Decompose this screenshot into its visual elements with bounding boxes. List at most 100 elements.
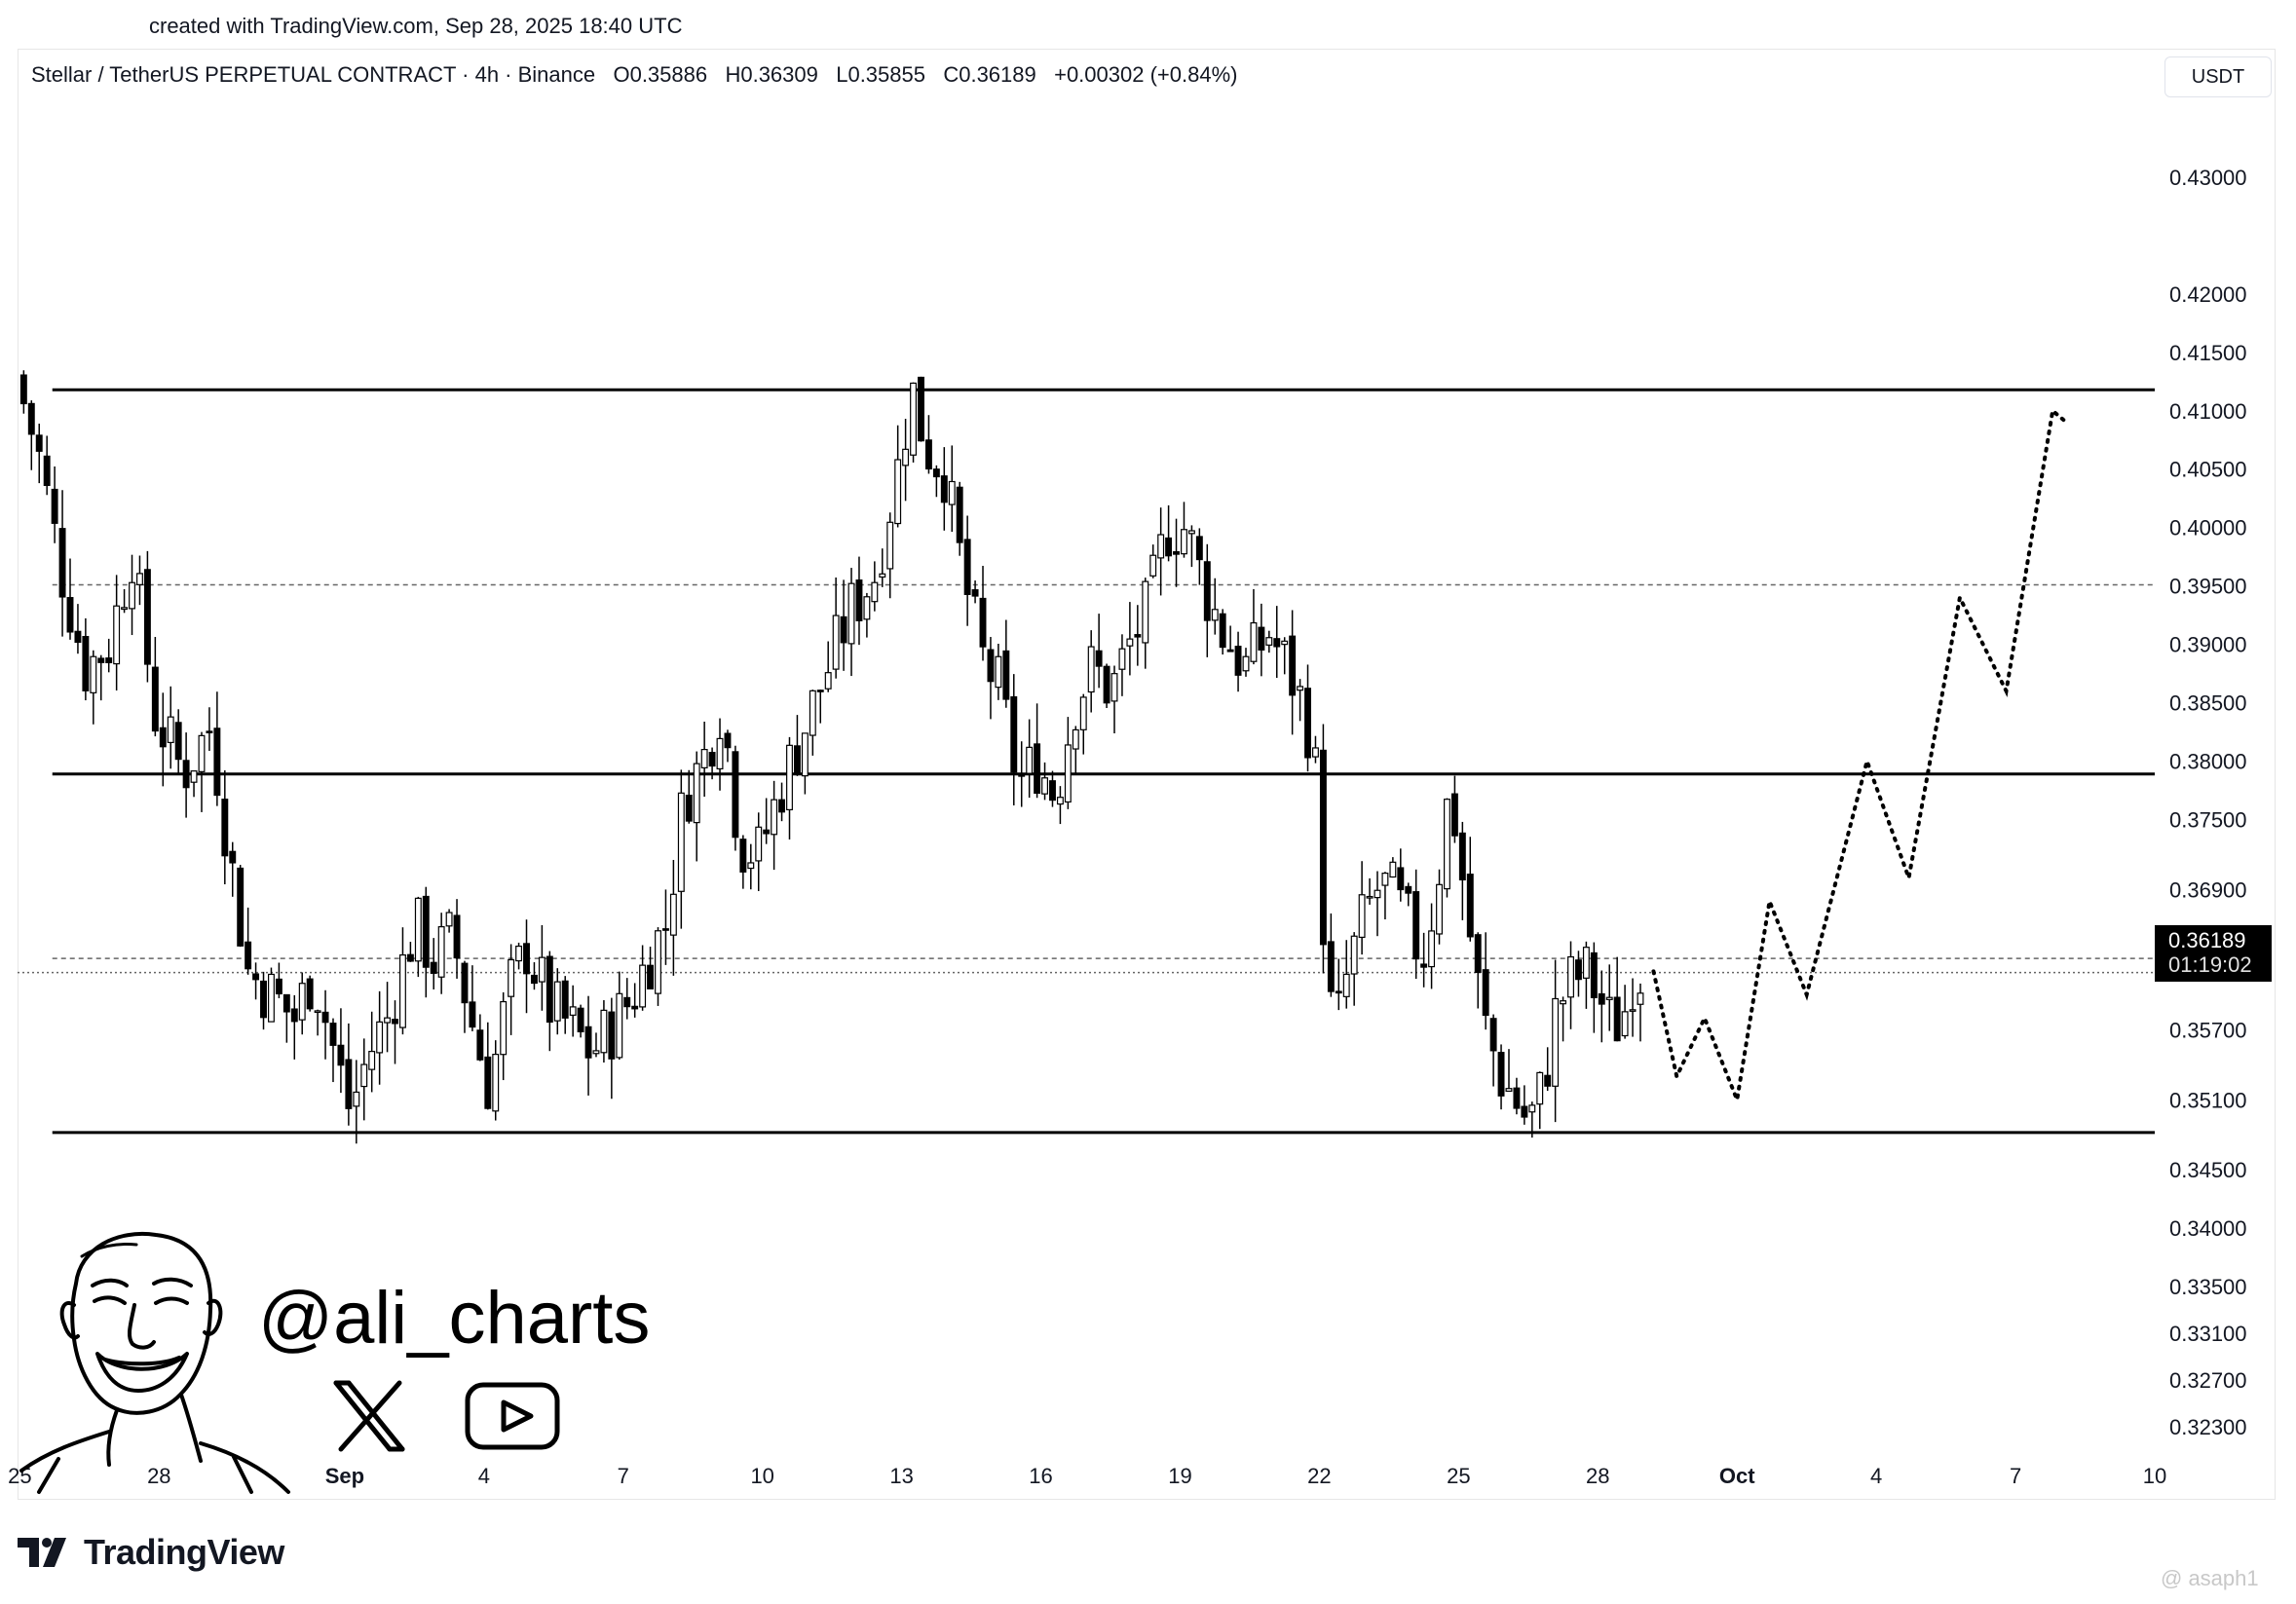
candle-body[interactable] xyxy=(1605,996,1613,1000)
candle-body[interactable] xyxy=(1474,934,1482,974)
candle-body[interactable] xyxy=(1010,695,1018,773)
candle-body[interactable] xyxy=(816,690,824,692)
candle-body[interactable] xyxy=(971,589,979,597)
candle-body[interactable] xyxy=(1281,640,1289,646)
candle-body[interactable] xyxy=(1049,780,1056,802)
projected-path[interactable] xyxy=(1651,406,2069,1107)
candle-body[interactable] xyxy=(1436,883,1443,935)
candle-body[interactable] xyxy=(430,961,437,974)
candle-body[interactable] xyxy=(963,539,971,595)
candle-body[interactable] xyxy=(1521,1105,1528,1118)
candle-body[interactable] xyxy=(840,615,847,644)
candle-body[interactable] xyxy=(19,374,27,405)
candle-body[interactable] xyxy=(1381,873,1389,886)
candle-body[interactable] xyxy=(1304,688,1311,759)
candle-body[interactable] xyxy=(1590,951,1598,998)
candle-body[interactable] xyxy=(275,978,282,995)
candle-body[interactable] xyxy=(569,1006,577,1016)
candle-body[interactable] xyxy=(1173,550,1180,555)
candle-body[interactable] xyxy=(66,597,74,633)
candle-body[interactable] xyxy=(384,1017,392,1024)
candle-body[interactable] xyxy=(1598,992,1605,1005)
candle-body[interactable] xyxy=(1374,889,1381,899)
candle-body[interactable] xyxy=(801,732,809,777)
candle-body[interactable] xyxy=(1405,885,1412,894)
candle-body[interactable] xyxy=(863,596,871,620)
candle-body[interactable] xyxy=(1428,930,1436,968)
candle-body[interactable] xyxy=(1250,621,1258,662)
candle-body[interactable] xyxy=(1482,969,1489,1017)
candle-body[interactable] xyxy=(267,973,275,1023)
candle-body[interactable] xyxy=(1226,649,1234,653)
candle-body[interactable] xyxy=(538,956,546,983)
candle-body[interactable] xyxy=(886,521,894,570)
currency-unit-button[interactable]: USDT xyxy=(2164,56,2272,97)
candle-body[interactable] xyxy=(871,581,879,603)
candle-body[interactable] xyxy=(151,666,159,732)
candle-body[interactable] xyxy=(1350,935,1358,975)
candle-body[interactable] xyxy=(282,993,290,1013)
candle-body[interactable] xyxy=(724,732,732,749)
candle-body[interactable] xyxy=(121,607,129,611)
candle-body[interactable] xyxy=(129,581,135,610)
candle-body[interactable] xyxy=(655,930,661,994)
youtube-icon[interactable] xyxy=(465,1382,560,1450)
candle-body[interactable] xyxy=(661,928,669,931)
candle-body[interactable] xyxy=(58,528,66,598)
candle-body[interactable] xyxy=(1505,1088,1513,1093)
candle-body[interactable] xyxy=(252,973,260,981)
candle-body[interactable] xyxy=(1242,655,1250,672)
candle-body[interactable] xyxy=(693,763,700,824)
candle-body[interactable] xyxy=(1134,634,1142,638)
candle-body[interactable] xyxy=(1458,832,1466,881)
candle-body[interactable] xyxy=(1312,747,1319,758)
candle-body[interactable] xyxy=(1621,1011,1629,1037)
candle-body[interactable] xyxy=(793,745,801,774)
tradingview-brand[interactable]: TradingView xyxy=(18,1531,284,1574)
candle-body[interactable] xyxy=(329,1023,337,1046)
candle-body[interactable] xyxy=(1497,1052,1505,1097)
candle-body[interactable] xyxy=(631,1005,639,1010)
candle-body[interactable] xyxy=(685,795,693,822)
candle-body[interactable] xyxy=(616,992,623,1059)
candle-body[interactable] xyxy=(1002,650,1010,700)
candle-body[interactable] xyxy=(414,897,422,962)
candle-body[interactable] xyxy=(755,826,763,862)
candle-body[interactable] xyxy=(260,980,267,1019)
candle-body[interactable] xyxy=(948,480,956,505)
candle-body[interactable] xyxy=(530,974,538,985)
candle-body[interactable] xyxy=(592,1050,600,1055)
candle-body[interactable] xyxy=(924,439,932,470)
candle-body[interactable] xyxy=(1165,537,1173,557)
candle-body[interactable] xyxy=(1637,992,1644,1005)
candle-body[interactable] xyxy=(639,964,647,1008)
candle-body[interactable] xyxy=(1319,749,1327,946)
candle-body[interactable] xyxy=(90,655,97,693)
candle-body[interactable] xyxy=(469,1001,476,1028)
candle-body[interactable] xyxy=(979,597,987,648)
candle-body[interactable] xyxy=(1358,894,1366,939)
candle-body[interactable] xyxy=(484,1056,492,1109)
candle-body[interactable] xyxy=(159,727,167,748)
candle-body[interactable] xyxy=(74,630,82,644)
candle-body[interactable] xyxy=(1018,773,1026,777)
candle-body[interactable] xyxy=(855,579,863,621)
candle-body[interactable] xyxy=(1126,638,1134,647)
candle-body[interactable] xyxy=(809,690,816,736)
candle-body[interactable] xyxy=(995,655,1002,689)
candle-body[interactable] xyxy=(1342,973,1350,997)
candle-body[interactable] xyxy=(500,1000,508,1056)
candle-body[interactable] xyxy=(306,978,314,1010)
candle-body[interactable] xyxy=(1026,746,1034,774)
candle-body[interactable] xyxy=(1582,947,1590,979)
candle-body[interactable] xyxy=(1203,561,1211,621)
candle-body[interactable] xyxy=(1397,867,1405,891)
candle-body[interactable] xyxy=(910,382,918,456)
candle-body[interactable] xyxy=(198,734,206,772)
candle-body[interactable] xyxy=(1034,743,1041,795)
candle-body[interactable] xyxy=(406,953,414,962)
candle-body[interactable] xyxy=(376,1021,384,1054)
candle-body[interactable] xyxy=(1273,638,1281,648)
candle-body[interactable] xyxy=(932,468,940,478)
